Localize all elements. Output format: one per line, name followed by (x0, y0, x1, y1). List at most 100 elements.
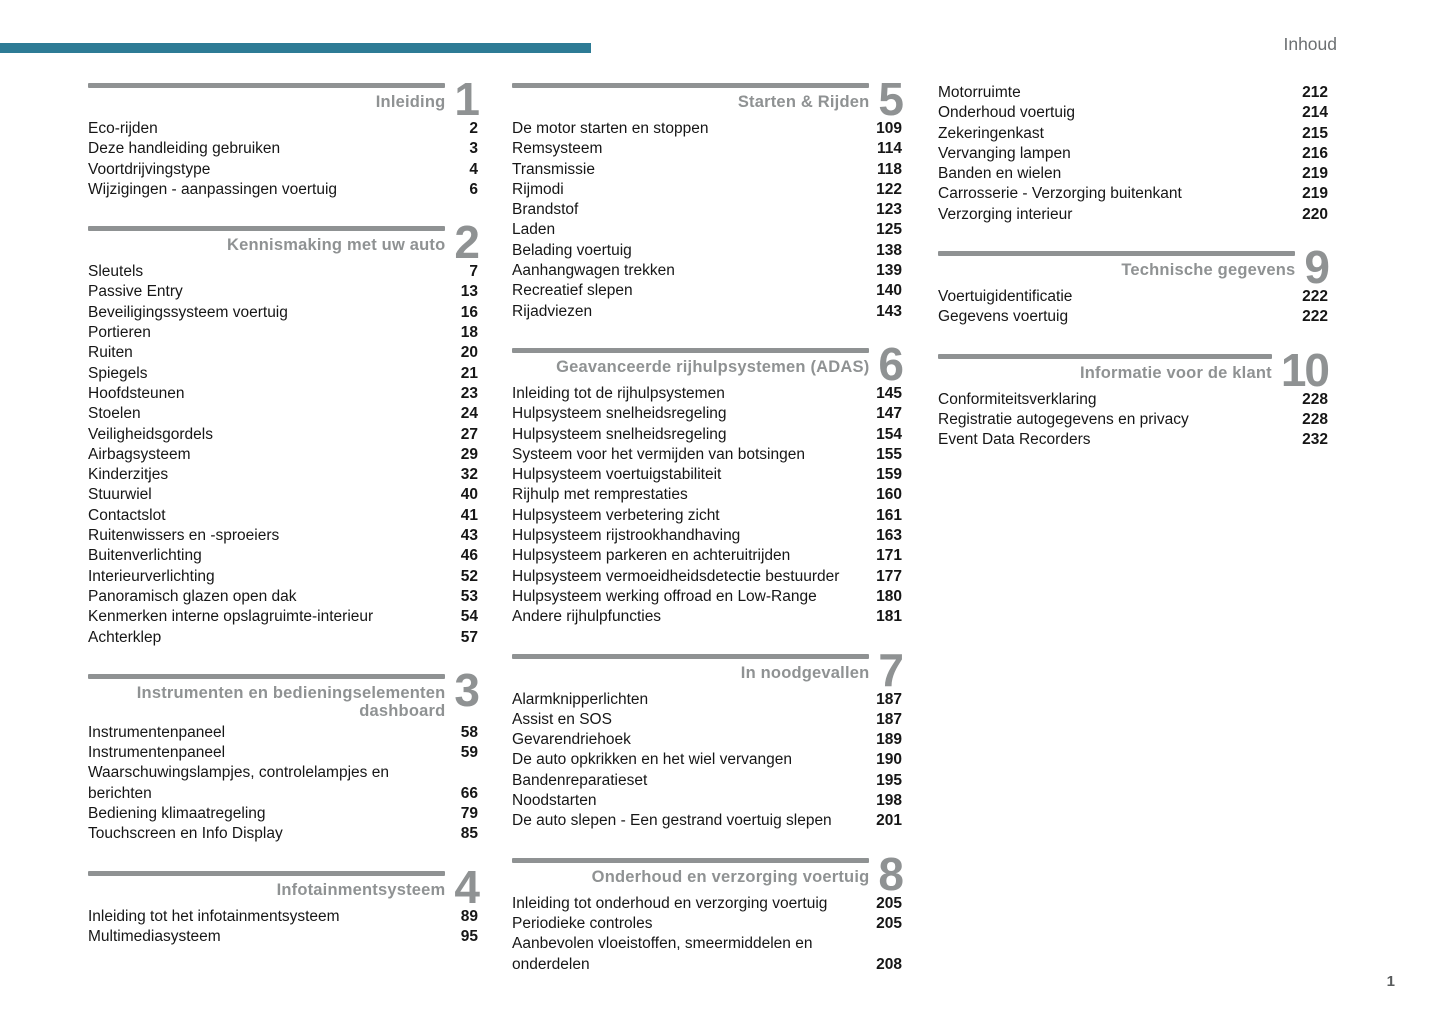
toc-entry-page: 16 (460, 303, 478, 321)
toc-entry: Hulpsysteem snelheidsregeling 154 (512, 425, 902, 445)
toc-entry: Sleutels 7 (88, 262, 478, 282)
toc-entry-label: Laden (512, 221, 556, 239)
toc-entry: Rijmodi 122 (512, 180, 902, 200)
toc-entry-page: 190 (876, 751, 902, 769)
toc-entry-label: Contactslot (88, 506, 166, 524)
toc-entry: Portieren 18 (88, 323, 478, 343)
toc-entry: Zekeringenkast 215 (938, 124, 1328, 144)
toc-entry: Rijhulp met remprestaties 160 (512, 485, 902, 505)
toc-entry-label: Hulpsysteem voertuigstabiliteit (512, 466, 722, 484)
toc-entry-page: 66 (460, 784, 478, 802)
toc-entry-page: 198 (876, 792, 902, 810)
toc-entry: Kinderzitjes 32 (88, 465, 478, 485)
toc-entry-label: Recreatief slepen (512, 282, 633, 300)
section-title: Infotainmentsysteem (276, 880, 446, 899)
toc-entry-label: Banden en wielen (938, 165, 1062, 183)
section-header-left: Kennismaking met uw auto (88, 226, 446, 254)
toc-entry-label: Brandstof (512, 201, 579, 219)
toc-entry-page: 228 (1302, 390, 1328, 408)
section-header: Starten & Rijden 5 (512, 76, 904, 122)
section-header: Inleiding 1 (88, 76, 480, 122)
section-continued: Motorruimte 212 Onderhoud voertuig 214 Zeker… (938, 83, 1328, 225)
section-divider-bar (88, 226, 446, 232)
toc-entry-page: 52 (460, 567, 478, 585)
toc-entry-label: Airbagsysteem (88, 445, 191, 463)
toc-entry-page: 220 (1302, 205, 1328, 223)
toc-entry-page: 139 (876, 262, 902, 280)
section-header: Instrumenten en bedieningselementen dashb… (88, 667, 480, 720)
toc-entry: Periodieke controles 205 (512, 914, 902, 934)
toc-entry-label: Panoramisch glazen open dak (88, 587, 297, 605)
toc-entry-label: Touchscreen en Info Display (88, 825, 283, 843)
toc-entry-label: Achterklep (88, 628, 162, 646)
toc-entry-page: 214 (1302, 104, 1328, 122)
section-header: Kennismaking met uw auto 2 (88, 216, 480, 269)
toc-entry-label: Hulpsysteem rijstrookhandhaving (512, 527, 741, 545)
section-header: Geavanceerde rijhulpsystemen (ADAS) 6 (512, 341, 904, 387)
toc-entry: Aanhangwagen trekken 139 (512, 261, 902, 281)
section-divider-bar (938, 353, 1272, 359)
toc-entry-page: 181 (876, 608, 902, 626)
toc-entry-page: 145 (876, 384, 902, 402)
toc-entry-page: 18 (460, 324, 478, 342)
section-divider-bar (938, 251, 1296, 257)
section-title: Geavanceerde rijhulpsystemen (ADAS) (556, 357, 870, 376)
section-divider-bar (512, 857, 870, 863)
toc-entry-page: 123 (876, 201, 902, 219)
toc-entry-label: Instrumentenpaneel (88, 744, 226, 762)
section-1: Inleiding 1 Eco-rijden 2 Deze handleiding ge… (88, 76, 480, 200)
toc-entry-page: 54 (460, 608, 478, 626)
section-title-line2: dashboard (359, 701, 446, 720)
toc-entry-label: Stuurwiel (88, 486, 152, 504)
toc-entry-page: 4 (469, 160, 478, 178)
toc-entry-page: 41 (460, 506, 478, 524)
toc-entry-label: Ruitenwissers en -sproeiers (88, 527, 280, 545)
toc-entry-page: 32 (460, 466, 478, 484)
toc-entry-label: Eco-rijden (88, 120, 158, 137)
chapter-number: 7 (878, 643, 904, 696)
toc-entry: Remsysteem 114 (512, 139, 902, 159)
toc-entry-page: 195 (876, 771, 902, 789)
toc-entry-label: Gevarendriehoek (512, 731, 631, 749)
toc-entry-label: Ruiten (88, 344, 133, 362)
toc-entry-page: 29 (460, 445, 478, 463)
toc-entry-label: Inleiding tot onderhoud en verzorging vo… (512, 894, 828, 912)
section-title: Onderhoud en verzorging voertuig (591, 867, 870, 886)
toc-entry-label: Assist en SOS (512, 710, 612, 728)
toc-entry-page: 187 (876, 710, 902, 728)
toc-entry: Aanbevolen vloeistoffen, smeermiddelen e… (512, 934, 902, 975)
toc-entry-page: 58 (460, 723, 478, 741)
toc-entry-page: 40 (460, 486, 478, 504)
section-5: Starten & Rijden 5 De motor starten en sto… (512, 76, 904, 322)
chapter-number: 2 (454, 216, 480, 269)
toc-entry-page: 122 (876, 180, 902, 198)
toc-entry-page: 228 (1302, 410, 1328, 428)
toc-entry: Vervanging lampen 216 (938, 144, 1328, 164)
toc-entry-page: 159 (876, 466, 902, 484)
section-2: Kennismaking met uw auto 2 Sleutels 7 Passiv… (88, 216, 480, 648)
toc-entry-page: 2 (469, 120, 478, 137)
toc-entry-label: Event Data Recorders (938, 431, 1091, 449)
toc-entry: Bandenreparatieset 195 (512, 771, 902, 791)
toc-entry-page: 27 (460, 425, 478, 443)
toc-entry-page: 154 (876, 425, 902, 443)
toc-entry: Deze handleiding gebruiken 3 (88, 139, 478, 159)
toc-entry-label: Hulpsysteem snelheidsregeling (512, 405, 727, 423)
toc-entry-page: 89 (460, 907, 478, 925)
toc-entry-page: 24 (460, 405, 478, 423)
toc-entry: Achterklep 57 (88, 628, 478, 648)
toc-entry-page: 21 (460, 364, 478, 382)
toc-entry-page: 212 (1302, 84, 1328, 101)
section-header-left: Infotainmentsysteem (88, 870, 446, 899)
toc-entry-page: 177 (876, 567, 902, 585)
toc-entry-label: Aanhangwagen trekken (512, 262, 675, 280)
toc-entry-page: 161 (876, 506, 902, 524)
toc-entry: Ruiten 20 (88, 343, 478, 363)
chapter-number: 9 (1304, 241, 1330, 294)
section-header-left: Geavanceerde rijhulpsystemen (ADAS) (512, 347, 870, 376)
toc-entry: Instrumentenpaneel 59 (88, 743, 478, 763)
toc-entry: Instrumentenpaneel 58 (88, 723, 478, 743)
toc-entry-label: Systeem voor het vermijden van botsingen (512, 445, 805, 463)
toc-entry: Veiligheidsgordels 27 (88, 425, 478, 445)
section-4: Infotainmentsysteem 4 Inleiding tot het in… (88, 864, 480, 948)
